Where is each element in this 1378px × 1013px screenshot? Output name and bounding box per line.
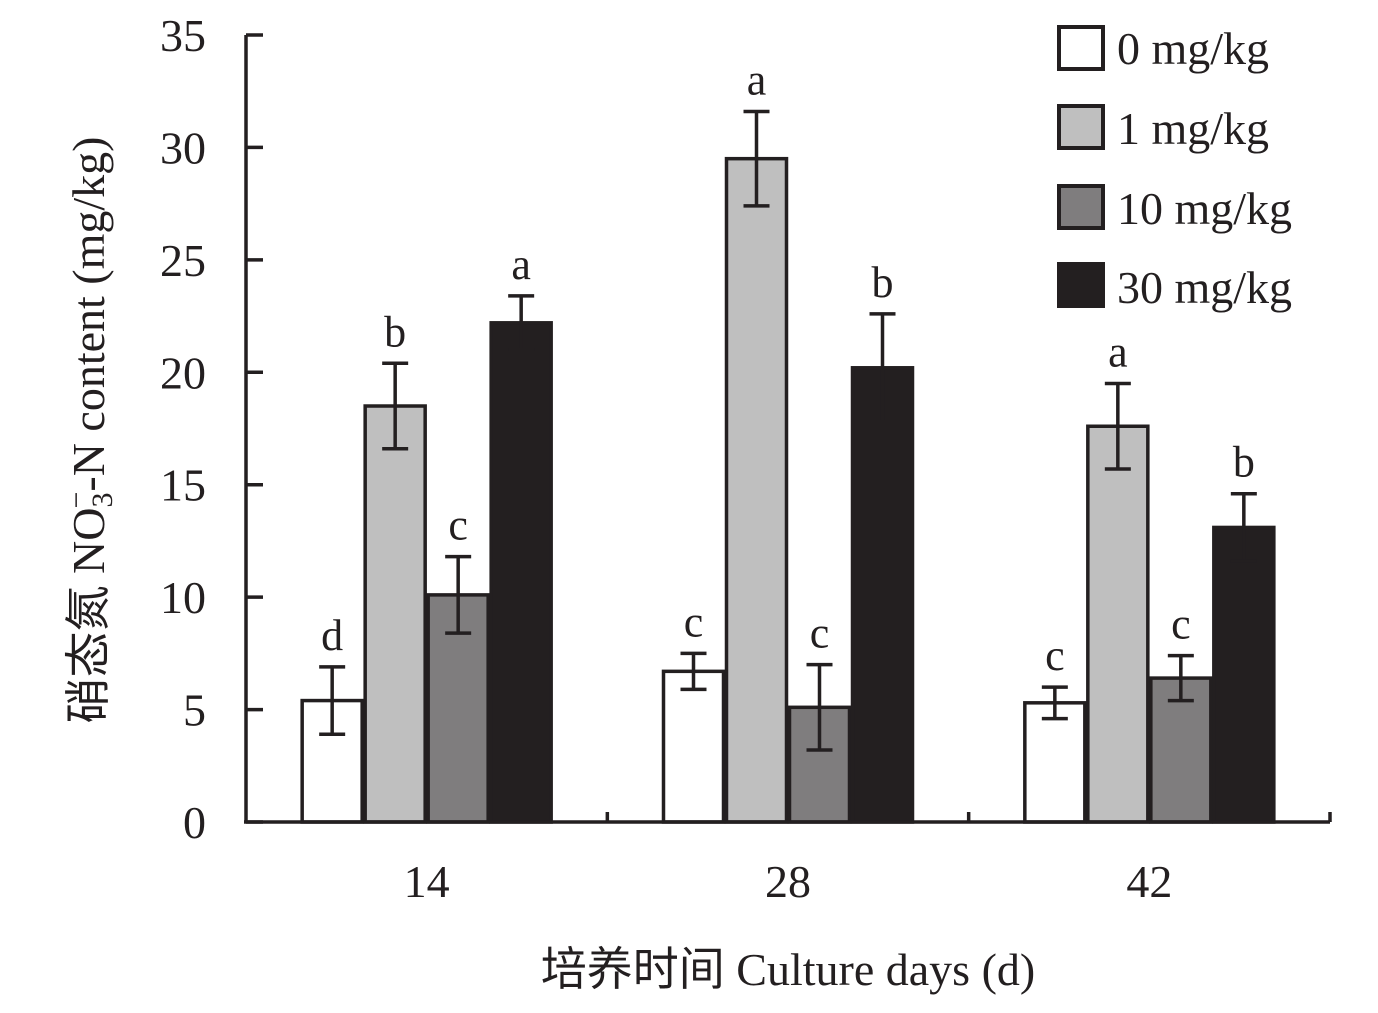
legend-swatch-3	[1057, 262, 1105, 308]
significance-label-28-series-0: c	[684, 597, 704, 646]
bar-28-series-0	[661, 669, 726, 824]
bar-42-series-3	[1212, 525, 1276, 824]
bar-42-series-0	[1023, 701, 1087, 824]
bar-14-series-1	[363, 404, 427, 824]
axes-layer	[244, 33, 1332, 824]
y-axis-title-suffix: -N content (mg/kg)	[63, 136, 114, 491]
bar-42-series-1	[1086, 424, 1150, 824]
significance-label-42-series-0: c	[1045, 631, 1065, 680]
legend-swatch-0	[1057, 25, 1105, 71]
significance-label-28-series-3: b	[872, 258, 894, 307]
legend-label-3: 30 mg/kg	[1117, 262, 1292, 313]
significance-label-14-series-3: a	[511, 240, 531, 289]
x-tick-label-42: 42	[1126, 856, 1172, 907]
legend: 0 mg/kg 1 mg/kg 10 mg/kg 30 mg/kg	[1057, 23, 1292, 313]
significance-label-14-series-2: c	[448, 501, 468, 550]
bar-28-series-3	[850, 366, 915, 824]
significance-label-42-series-2: c	[1171, 600, 1191, 649]
bar-14-series-3	[489, 321, 553, 824]
y-tick-label-0: 0	[183, 797, 206, 848]
x-tick-label-28: 28	[765, 856, 811, 907]
y-tick-label-15: 15	[160, 460, 206, 511]
legend-swatch-2	[1057, 184, 1105, 230]
legend-label-0: 0 mg/kg	[1117, 23, 1269, 74]
bars-layer	[300, 109, 1276, 824]
y-tick-label-20: 20	[160, 347, 206, 398]
y-tick-label-30: 30	[160, 122, 206, 173]
x-tick-label-14: 14	[404, 856, 450, 907]
legend-swatch-1	[1057, 104, 1105, 150]
y-tick-label-35: 35	[160, 10, 206, 61]
significance-label-28-series-2: c	[810, 609, 830, 658]
significance-label-42-series-1: a	[1108, 328, 1128, 377]
significance-label-42-series-3: b	[1233, 438, 1255, 487]
x-axis-title: 培养时间 Culture days (d)	[541, 944, 1035, 995]
bar-28-series-1	[724, 156, 789, 824]
labels-layer: d b c a c a c b c a c b 0 5 10 15 20 25 30 35 14 28 42	[160, 10, 1255, 907]
y-axis-title: 硝态氮 NO3−-N content (mg/kg)	[60, 136, 119, 723]
significance-label-14-series-1: b	[384, 307, 406, 356]
significance-label-28-series-1: a	[747, 55, 767, 104]
y-axis-title-superscript: −	[60, 492, 93, 509]
y-axis-title-prefix: 硝态氮 NO	[63, 508, 114, 724]
legend-label-1: 1 mg/kg	[1117, 103, 1269, 154]
y-tick-label-25: 25	[160, 235, 206, 286]
y-tick-label-10: 10	[160, 572, 206, 623]
y-tick-label-5: 5	[183, 685, 206, 736]
y-axis-title-subscript: 3	[86, 493, 119, 508]
legend-label-2: 10 mg/kg	[1117, 183, 1292, 234]
significance-label-14-series-0: d	[321, 611, 343, 660]
